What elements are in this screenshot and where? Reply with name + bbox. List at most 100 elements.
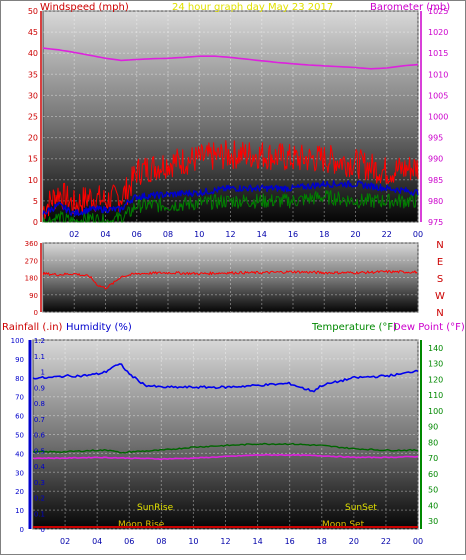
barometer-y-tick-label: 975	[428, 218, 443, 227]
wind-y-tick-label: 10	[28, 176, 38, 185]
humidity-x-tick-label: 04	[92, 537, 102, 546]
wind-x-tick-label: 04	[100, 230, 110, 239]
direction-y-tick-label: 360	[25, 240, 38, 248]
humidity-y-tick-label: 60	[15, 413, 24, 421]
temperature-y-tick-label: 120	[428, 375, 443, 384]
wind-x-tick-label: 08	[163, 230, 173, 239]
wind-y-tick-label: 20	[28, 134, 38, 143]
temperature-y-tick-label: 90	[428, 423, 438, 432]
barometer-y-tick-label: 1010	[428, 70, 448, 79]
barometer-y-tick-label: 1025	[428, 7, 448, 16]
humidity-x-tick-label: 12	[220, 537, 230, 546]
wind-y-tick-label: 40	[28, 49, 38, 58]
temperature-title: Temperature (°F)	[311, 322, 397, 333]
direction-y-tick-label: 90	[29, 292, 38, 300]
compass-label: W	[435, 291, 445, 302]
wind-high-series	[42, 140, 419, 220]
humidity-y-tick-label: 30	[15, 469, 24, 477]
wind-x-tick-label: 00	[413, 230, 423, 239]
humidity-x-tick-label: 10	[188, 537, 198, 546]
wind-x-tick-label: 10	[194, 230, 204, 239]
temperature-y-tick-label: 30	[428, 517, 438, 526]
humidity-x-tick-label: 16	[285, 537, 295, 546]
humidity-y-tick-label: 100	[11, 337, 24, 345]
moonset-label: Moon Set	[322, 520, 365, 530]
wind-x-tick-label: 06	[132, 230, 142, 239]
graph-date-title: 24 hour graph day May 23 2017	[172, 2, 333, 13]
wind-x-tick-label: 12	[225, 230, 235, 239]
wind-y-tick-label: 45	[28, 28, 38, 37]
direction-y-tick-label: 180	[25, 275, 38, 283]
barometer-series	[42, 47, 419, 70]
rainfall-title: Rainfall (.in)	[2, 322, 63, 333]
humidity-x-tick-label: 20	[349, 537, 359, 546]
humidity-grid	[33, 339, 419, 530]
wind-x-tick-label: 22	[382, 230, 392, 239]
wind-y-tick-label: 0	[33, 218, 38, 227]
sunrise-label: SunRise	[137, 503, 174, 513]
temperature-y-tick-label: 100	[428, 407, 443, 416]
chart-labels: 02 04 06 08 10 12 14 16 18 20 22 000510152025303540…	[11, 7, 449, 546]
rainfall-y-tick-label: 0.9	[34, 384, 45, 392]
rainfall-y-tick-label: 0.1	[34, 510, 45, 518]
humidity-y-tick-label: 90	[15, 356, 24, 364]
compass-label: N	[436, 240, 443, 251]
temperature-y-tick-label: 40	[428, 501, 438, 510]
wind-y-tick-label: 25	[28, 113, 38, 122]
rainfall-y-tick-label: 0.7	[34, 416, 45, 424]
rainfall-y-tick-label: 1.2	[34, 337, 45, 345]
rainfall-y-tick-label: 0.3	[34, 479, 45, 487]
wind-direction-series	[42, 270, 418, 290]
wind-grid	[43, 10, 419, 223]
humidity-x-tick-label: 14	[252, 537, 262, 546]
wind-x-tick-label: 02	[69, 230, 79, 239]
direction-grid	[43, 242, 419, 313]
wind-x-tick-label: 16	[288, 230, 298, 239]
humidity-plot-area	[32, 339, 419, 530]
humidity-x-tick-label: 18	[317, 537, 327, 546]
temperature-series	[32, 442, 418, 454]
humidity-x-tick-label: 06	[124, 537, 134, 546]
chart-marks	[32, 47, 419, 461]
direction-y-tick-label: 0	[34, 309, 38, 317]
humidity-x-tick-label: 00	[413, 537, 423, 546]
humidity-y-tick-label: 40	[15, 450, 24, 458]
rainfall-y-tick-label: 0.4	[34, 463, 46, 471]
barometer-y-tick-label: 990	[428, 155, 443, 164]
windspeed-title: Windspeed (mph)	[40, 2, 129, 13]
barometer-y-tick-label: 1020	[428, 28, 448, 37]
temperature-y-tick-label: 140	[428, 344, 443, 353]
moonrise-label: Moon Rise	[118, 520, 165, 530]
barometer-y-tick-label: 995	[428, 134, 443, 143]
temperature-y-tick-label: 130	[428, 360, 443, 369]
barometer-y-tick-label: 1005	[428, 91, 448, 100]
dewpoint-title: Dew Point (°F)	[393, 322, 465, 333]
barometer-y-tick-label: 985	[428, 176, 443, 185]
humidity-y-tick-label: 20	[15, 488, 24, 496]
humidity-y-tick-label: 0	[20, 526, 24, 534]
direction-plot-area	[42, 242, 419, 313]
rainfall-y-tick-label: 0.5	[34, 447, 45, 455]
rainfall-y-tick-label: 0.2	[34, 495, 45, 503]
wind-avg-series	[42, 180, 419, 217]
wind-y-tick-label: 30	[28, 91, 38, 100]
barometer-y-tick-label: 1000	[428, 113, 448, 122]
direction-y-tick-label: 270	[25, 257, 38, 265]
barometer-title: Barometer (mb)	[370, 2, 450, 13]
barometer-y-tick-label: 1015	[428, 49, 448, 58]
rainfall-y-tick-label: 0.8	[34, 400, 45, 408]
humidity-x-tick-label: 22	[381, 537, 391, 546]
compass-label: E	[437, 257, 443, 268]
wind-y-tick-label: 50	[28, 7, 38, 16]
humidity-x-tick-label: 02	[60, 537, 70, 546]
wind-y-tick-label: 15	[28, 155, 38, 164]
wind-x-tick-label: 18	[319, 230, 329, 239]
humidity-title: Humidity (%)	[66, 322, 132, 333]
wind-low-series	[42, 189, 419, 223]
humidity-y-tick-label: 10	[15, 507, 24, 515]
humidity-y-tick-label: 50	[15, 432, 24, 440]
temperature-y-tick-label: 80	[428, 438, 438, 447]
temperature-y-tick-label: 70	[428, 454, 438, 463]
